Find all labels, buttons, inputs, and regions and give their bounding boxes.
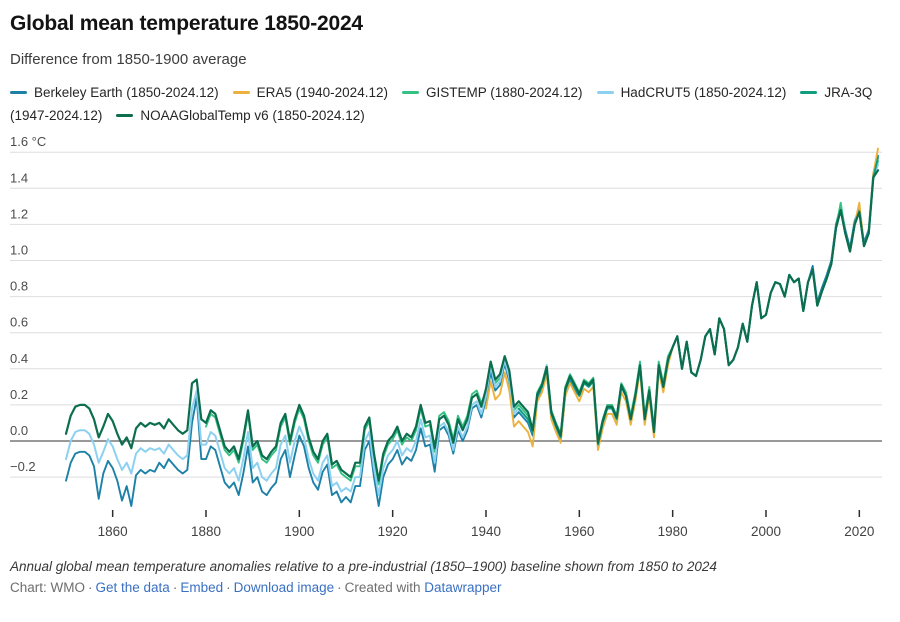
embed-link[interactable]: Embed	[180, 580, 224, 595]
y-axis-label: 0.0	[10, 423, 28, 438]
get-the-data-link[interactable]: Get the data	[95, 580, 170, 595]
x-axis-label: 1860	[98, 524, 128, 539]
created-with-label: Created with	[344, 580, 421, 595]
x-axis-label: 2020	[844, 524, 874, 539]
y-axis-label: 1.6 °C	[10, 134, 46, 149]
legend-item-noaaglobaltemp-v6: NOAAGlobalTemp v6 (1850-2024.12)	[116, 108, 365, 123]
x-axis-label: 2000	[751, 524, 781, 539]
y-axis-label: 0.6	[10, 315, 28, 330]
series-line-hadcrut5	[65, 163, 879, 497]
chart-credit: Chart: WMO	[10, 580, 86, 595]
x-axis-label: 1900	[284, 524, 314, 539]
legend-item-gistemp: GISTEMP (1880-2024.12)	[401, 85, 583, 100]
series-line-jra-3q	[517, 156, 879, 446]
chart-subtitle: Difference from 1850-1900 average	[10, 51, 247, 68]
legend-label: GISTEMP (1880-2024.12)	[425, 85, 583, 100]
footnote: Annual global mean temperature anomalies…	[10, 559, 717, 574]
y-axis-label: 1.0	[10, 243, 28, 258]
legend-label: HadCRUT5 (1850-2024.12)	[620, 85, 787, 100]
legend-swatch-icon	[401, 90, 419, 94]
x-axis-label: 1980	[658, 524, 688, 539]
legend-swatch-icon	[596, 90, 614, 94]
y-axis-label: 0.8	[10, 279, 28, 294]
legend-swatch-icon	[10, 90, 27, 94]
separator: ·	[172, 580, 178, 595]
legend: Berkeley Earth (1850-2024.12) ERA5 (1940-…	[10, 81, 890, 127]
legend-swatch-icon	[116, 113, 134, 117]
chart-container: Global mean temperature 1850-2024 Differ…	[10, 12, 890, 595]
legend-swatch-icon	[232, 90, 250, 94]
datawrapper-link[interactable]: Datawrapper	[424, 580, 502, 595]
legend-item-jra-3q: JRA-3Q (1947-2024.12)	[10, 85, 872, 123]
y-axis-label: −0.2	[10, 459, 36, 474]
y-axis-label: 0.4	[10, 351, 28, 366]
legend-label: NOAAGlobalTemp v6 (1850-2024.12)	[140, 108, 365, 123]
y-axis-label: 1.4	[10, 170, 28, 185]
legend-item-era5: ERA5 (1940-2024.12)	[232, 85, 388, 100]
x-axis-label: 1880	[191, 524, 221, 539]
x-axis-label: 1960	[564, 524, 594, 539]
x-axis-label: 1940	[471, 524, 501, 539]
page-title: Global mean temperature 1850-2024	[10, 12, 363, 35]
separator: ·	[226, 580, 231, 595]
series-line-noaaglobaltemp-v6	[64, 169, 880, 482]
y-axis-label: 1.2	[10, 206, 28, 221]
separator: ·	[88, 580, 93, 595]
legend-label: ERA5 (1940-2024.12)	[256, 85, 388, 100]
y-axis-label: 0.2	[10, 387, 28, 402]
legend-swatch-icon	[800, 90, 818, 94]
separator: ·	[337, 580, 342, 595]
chart-canvas: 1.6 °C 1.4 1.2 1.0 0.8 0.6 0.4 0.2 0.0 −0.2 1860 18…	[10, 134, 882, 539]
legend-item-berkeley-earth: Berkeley Earth (1850-2024.12)	[10, 85, 219, 100]
download-image-link[interactable]: Download image	[233, 580, 335, 595]
legend-label: JRA-3Q (1947-2024.12)	[10, 85, 873, 123]
series-line-gistemp	[205, 160, 879, 486]
legend-item-hadcrut5: HadCRUT5 (1850-2024.12)	[596, 85, 787, 100]
legend-label: Berkeley Earth (1850-2024.12)	[34, 85, 219, 100]
x-axis-label: 1920	[378, 524, 408, 539]
byline: Chart: WMO · Get the data · Embed · Download i…	[10, 580, 890, 595]
